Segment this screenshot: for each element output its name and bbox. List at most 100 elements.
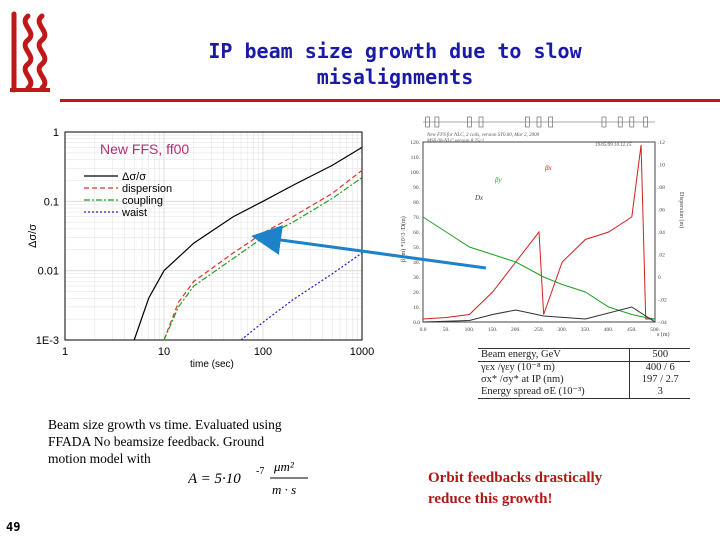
lattice-x-tick: 300. xyxy=(557,327,567,333)
lattice-y-tick: 0.0 xyxy=(413,320,420,326)
y-tick-label: 0.1 xyxy=(44,196,59,208)
parameter-row: Energy spread σE (10⁻³) 3 xyxy=(478,386,690,399)
lattice-x-tick: 50. xyxy=(443,327,451,333)
lattice-y-tick: 100. xyxy=(410,170,420,176)
caption-text: Beam size growth vs time. Evaluated usin… xyxy=(48,416,338,467)
lattice-right-tick: .12 xyxy=(658,140,665,146)
chart-tick-labels: 1 10 100 1000 1 0.1 0.01 1E-3 xyxy=(36,127,374,358)
beam-parameter-table: Beam energy, GeV 500 γεx /γεy (10⁻⁸ m) 400 … xyxy=(478,348,690,399)
lattice-y-tick: 90. xyxy=(413,185,421,191)
lattice-right-tick: -.04 xyxy=(658,320,667,326)
caption-line-1: Beam size growth vs time. Evaluated usin… xyxy=(48,417,282,432)
magnet-element xyxy=(643,116,649,128)
parameter-row: Beam energy, GeV 500 xyxy=(478,348,690,362)
lattice-right-tick: 0 xyxy=(658,275,661,281)
y-tick-label: 0.01 xyxy=(38,266,59,278)
caption-line-3: motion model with xyxy=(48,451,151,466)
lattice-y-axis-label: β (m) *10^3 /D(m) xyxy=(400,216,407,262)
x-tick-label: 100 xyxy=(254,346,272,358)
legend-entry: coupling xyxy=(122,195,163,207)
magnet-element xyxy=(629,116,635,128)
lattice-curve-label: Dx xyxy=(474,194,484,202)
lattice-x-axis-label: s (m) xyxy=(657,331,670,338)
lattice-x-tick: 450. xyxy=(627,327,637,333)
parameter-value: 500 xyxy=(629,348,690,362)
parameter-value: 197 / 2.7 xyxy=(629,374,690,386)
lattice-series-2 xyxy=(422,306,656,323)
parameter-row: σx* /σy* at IP (nm) 197 / 2.7 xyxy=(478,374,690,386)
ground-motion-formula: A = 5·10 -7 μm² m · s xyxy=(188,459,308,497)
lattice-right-tick: .02 xyxy=(658,253,665,259)
title-underline xyxy=(60,99,720,102)
legend-entry: waist xyxy=(121,207,147,219)
magnet-element xyxy=(525,116,530,128)
series-line-1 xyxy=(163,169,363,341)
lattice-right-tick: .08 xyxy=(658,185,665,191)
chart-plot-frame xyxy=(64,131,363,341)
parameter-label: Beam energy, GeV xyxy=(478,348,630,362)
lattice-curve-label: βx xyxy=(544,164,552,172)
magnet-element xyxy=(601,116,607,128)
parameter-row: γεx /γεy (10⁻⁸ m) 400 / 6 xyxy=(478,361,690,374)
chart-y-axis-label: Δσ/σ xyxy=(27,224,39,248)
parameter-label: σx* /σy* at IP (nm) xyxy=(481,374,564,385)
lattice-curve-label: βy xyxy=(494,176,502,184)
y-tick-label: 1E-3 xyxy=(36,335,59,347)
title-line-2: misalignments xyxy=(316,65,474,89)
lattice-right-tick: .06 xyxy=(658,208,665,214)
lattice-functions-chart: New FFS for NLC, 2 coils, version ST0.00… xyxy=(395,112,685,344)
lattice-y-tick: 30. xyxy=(413,275,421,281)
parameter-value: 3 xyxy=(629,386,690,399)
lattice-x-tick: 100. xyxy=(465,327,475,333)
chart-title: New FFS, ff00 xyxy=(100,141,189,157)
magnet-element xyxy=(467,116,472,128)
formula-denominator: m · s xyxy=(272,482,296,497)
lattice-right-tick: -.02 xyxy=(658,298,667,304)
lattice-right-tick: .04 xyxy=(658,230,665,236)
lattice-y-tick: 10. xyxy=(413,305,421,311)
legend-entry: Δσ/σ xyxy=(122,171,146,183)
magnet-element xyxy=(425,116,430,128)
y-tick-label: 1 xyxy=(53,127,59,139)
lattice-x-tick: 500. xyxy=(650,327,660,333)
lattice-x-tick: 400. xyxy=(604,327,614,333)
x-tick-label: 10 xyxy=(158,346,170,358)
orbit-feedback-statement: Orbit feedbacks drastically reduce this … xyxy=(428,468,698,510)
x-tick-label: 1 xyxy=(62,346,68,358)
lattice-y-tick: 50. xyxy=(413,245,421,251)
lattice-y-tick: 40. xyxy=(413,260,421,266)
lattice-x-tick: 259. xyxy=(534,327,544,333)
lattice-y-tick: 120. xyxy=(410,140,420,146)
series-line-3 xyxy=(240,252,363,341)
lattice-series-0 xyxy=(422,144,655,320)
orbit-line-1: Orbit feedbacks drastically xyxy=(428,470,603,486)
parameter-value: 400 / 6 xyxy=(629,361,690,374)
formula-lhs: A = 5·10 xyxy=(188,471,241,487)
lab-logo xyxy=(10,11,50,93)
chart-gridlines xyxy=(64,132,362,341)
magnet-layout-bar xyxy=(423,116,655,128)
lattice-right-tick: .10 xyxy=(658,163,665,169)
lattice-header-line: 19/05/99 10.12.15 xyxy=(595,143,632,148)
lattice-y-tick: 60. xyxy=(413,230,421,236)
magnet-element xyxy=(548,116,553,128)
lattice-x-tick: 0.0 xyxy=(420,327,427,333)
caption-line-2: FFADA No beamsize feedback. Ground xyxy=(48,434,265,449)
series-line-2 xyxy=(163,177,363,341)
magnet-element xyxy=(617,116,623,128)
formula-exponent: -7 xyxy=(256,466,264,477)
magnet-element xyxy=(478,116,484,128)
lattice-y-tick: 110. xyxy=(411,155,421,161)
lattice-header-line: New FFS for NLC, 2 coils, version ST0.00… xyxy=(426,133,540,138)
orbit-line-2: reduce this growth! xyxy=(428,491,553,507)
lattice-curve-labels: βx βy Dx xyxy=(474,164,552,202)
lattice-y-tick: 80. xyxy=(413,200,421,206)
x-tick-label: 1000 xyxy=(350,346,374,358)
chart-x-axis-label: time (sec) xyxy=(190,359,234,370)
lattice-x-tick: 150. xyxy=(488,327,498,333)
lattice-plot-frame xyxy=(422,141,656,323)
formula-numerator: μm² xyxy=(273,459,295,474)
lattice-right-axis-label: Dispersion (m) xyxy=(678,192,685,228)
magnet-element xyxy=(434,116,440,128)
